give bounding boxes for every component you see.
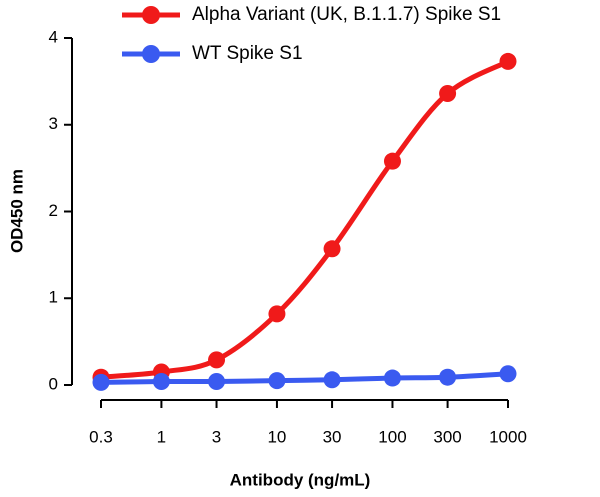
x-tick-label: 3 bbox=[212, 427, 221, 446]
data-point bbox=[268, 372, 286, 390]
x-tick-label: 0.3 bbox=[89, 427, 113, 446]
data-point bbox=[439, 368, 457, 386]
x-tick-label: 1 bbox=[157, 427, 166, 446]
data-point bbox=[268, 305, 286, 323]
data-point bbox=[323, 240, 341, 258]
x-tick-label: 10 bbox=[267, 427, 286, 446]
x-axis-label: Antibody (ng/mL) bbox=[230, 470, 371, 489]
data-point bbox=[152, 373, 170, 391]
series-line bbox=[100, 59, 510, 380]
data-point bbox=[439, 85, 457, 103]
data-point bbox=[208, 373, 226, 391]
x-tick-label: 300 bbox=[433, 427, 461, 446]
y-axis-label: OD450 nm bbox=[7, 169, 26, 253]
data-point bbox=[383, 152, 401, 170]
y-tick-label: 4 bbox=[49, 27, 58, 46]
legend-marker bbox=[142, 6, 160, 24]
y-tick-label: 3 bbox=[49, 114, 58, 133]
y-tick-label: 2 bbox=[49, 201, 58, 220]
legend-label: WT Spike S1 bbox=[192, 43, 303, 64]
data-point bbox=[499, 52, 517, 70]
x-tick-label: 100 bbox=[378, 427, 406, 446]
y-tick-label: 1 bbox=[49, 288, 58, 307]
legend-label: Alpha Variant (UK, B.1.1.7) Spike S1 bbox=[192, 4, 501, 25]
data-point bbox=[323, 371, 341, 389]
data-point bbox=[92, 373, 110, 391]
data-point bbox=[499, 365, 517, 383]
legend-marker bbox=[142, 45, 160, 63]
data-point bbox=[383, 369, 401, 387]
x-tick-label: 30 bbox=[323, 427, 342, 446]
data-point bbox=[208, 351, 226, 369]
x-tick-label: 1000 bbox=[489, 427, 527, 446]
y-tick-label: 0 bbox=[49, 374, 58, 393]
